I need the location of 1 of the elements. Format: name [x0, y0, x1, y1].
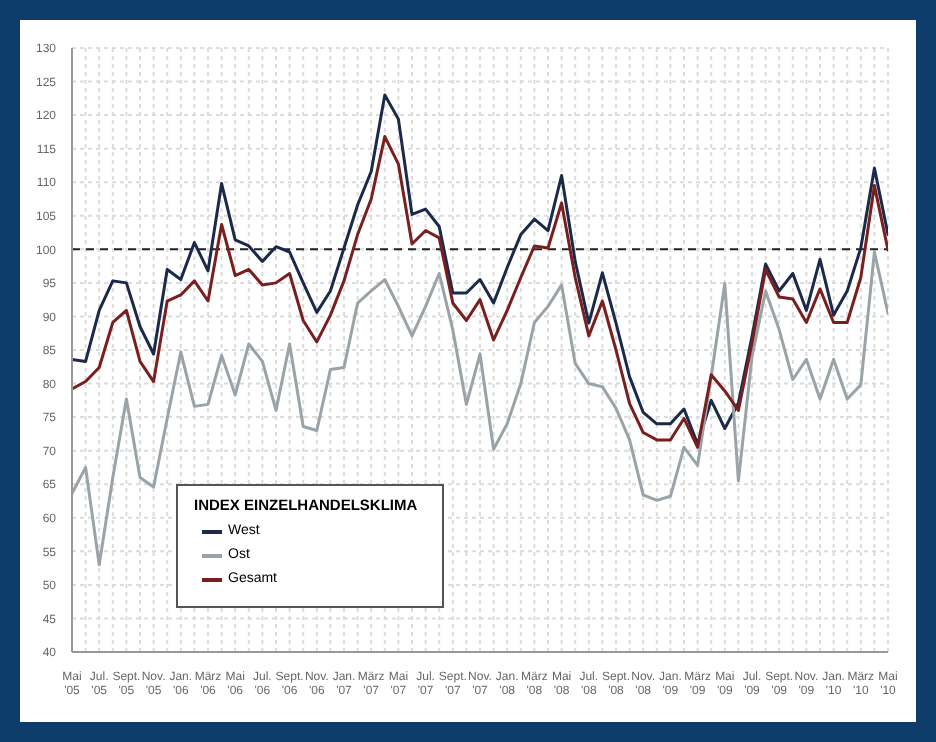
- line-series: [72, 250, 888, 567]
